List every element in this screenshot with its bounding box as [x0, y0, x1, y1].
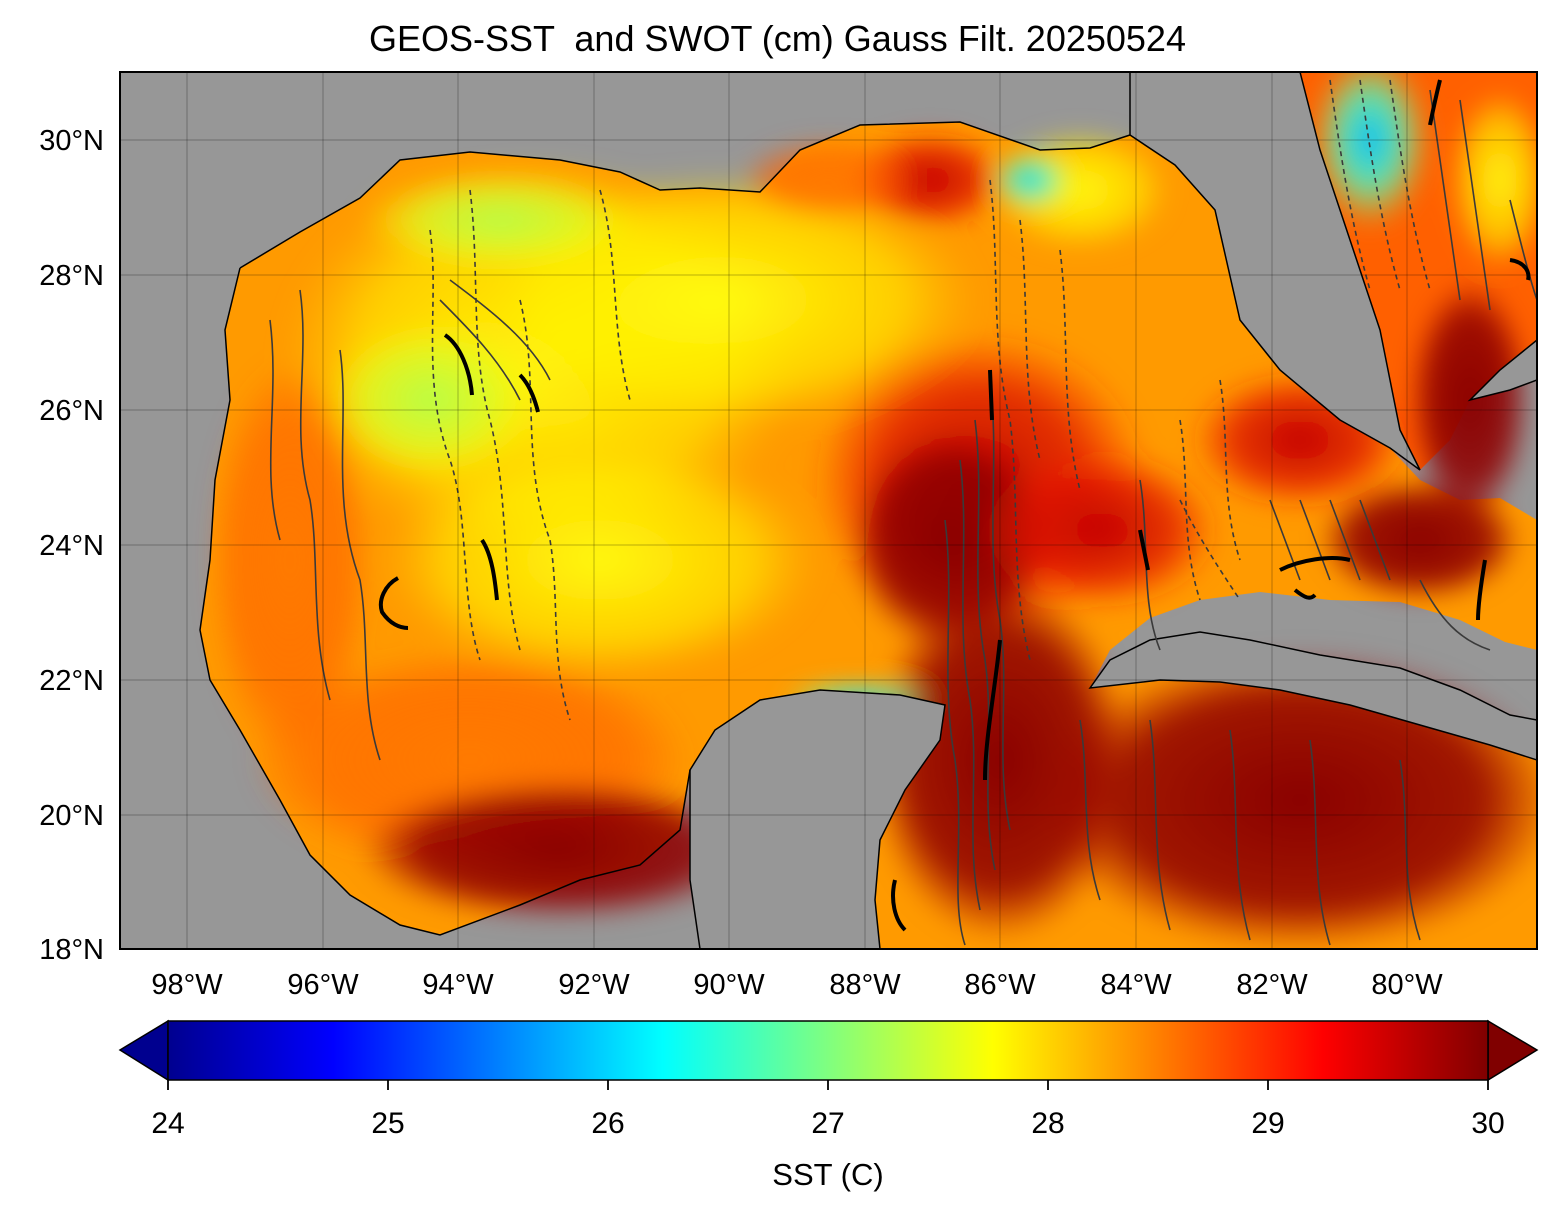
- latitude-axis: 18°N 20°N 22°N 24°N 26°N 28°N 30°N: [39, 125, 104, 966]
- map-plot-area: [120, 72, 1537, 949]
- colorbar-extend-max: [1487, 1019, 1539, 1082]
- lon-tick-label: 92°W: [558, 969, 630, 1001]
- colorbar-tick-label: 27: [811, 1107, 844, 1140]
- colorbar-tick-label: 25: [371, 1107, 404, 1140]
- colorbar-tick-label: 28: [1031, 1107, 1064, 1140]
- ssh-contours: [269, 79, 1537, 946]
- florida-land: [1129, 72, 1421, 471]
- colorbar-extend-min: [118, 1019, 169, 1082]
- colorbar-tick-label: 24: [151, 1107, 184, 1140]
- sst-field: [210, 72, 1537, 949]
- lon-tick-label: 80°W: [1371, 969, 1443, 1001]
- lat-tick-label: 20°N: [39, 800, 104, 832]
- colorbar-ticks: [167, 1080, 1489, 1090]
- longitude-axis: 98°W 96°W 94°W 92°W 90°W 88°W 86°W 84°W …: [151, 969, 1443, 1001]
- colorbar-tick-label: 29: [1251, 1107, 1284, 1140]
- lon-tick-label: 86°W: [964, 969, 1036, 1001]
- cuba-land: [1088, 631, 1537, 761]
- colorbar: 24 25 26 27 28 29 30 SST (C): [118, 1019, 1539, 1192]
- colorbar-gradient: [167, 1020, 1489, 1081]
- colorbar-tick-label: 26: [591, 1107, 624, 1140]
- map-title-area: GEOS-SST and SWOT (cm) Gauss Filt. 20250…: [0, 0, 1555, 70]
- zero-contours: [378, 79, 1531, 932]
- colorbar-tick-label: 30: [1471, 1107, 1504, 1140]
- coastline: [199, 121, 1131, 936]
- lat-tick-label: 18°N: [39, 934, 104, 966]
- yucatan-land: [689, 689, 946, 949]
- lat-tick-label: 26°N: [39, 395, 104, 427]
- lat-tick-label: 24°N: [39, 530, 104, 562]
- lon-tick-label: 88°W: [829, 969, 901, 1001]
- bahamas-land: [1467, 339, 1537, 402]
- lon-tick-label: 94°W: [422, 969, 494, 1001]
- lon-tick-label: 90°W: [693, 969, 765, 1001]
- graticule: [120, 72, 1537, 949]
- colorbar-title: SST (C): [772, 1157, 883, 1192]
- lat-tick-label: 30°N: [39, 125, 104, 157]
- map-frame: [119, 71, 1538, 950]
- lon-tick-label: 82°W: [1236, 969, 1308, 1001]
- lon-tick-label: 96°W: [287, 969, 359, 1001]
- lon-tick-label: 98°W: [151, 969, 223, 1001]
- lat-tick-label: 28°N: [39, 260, 104, 292]
- lat-tick-label: 22°N: [39, 665, 104, 697]
- map-title: GEOS-SST and SWOT (cm) Gauss Filt. 20250…: [369, 18, 1186, 59]
- lon-tick-label: 84°W: [1100, 969, 1172, 1001]
